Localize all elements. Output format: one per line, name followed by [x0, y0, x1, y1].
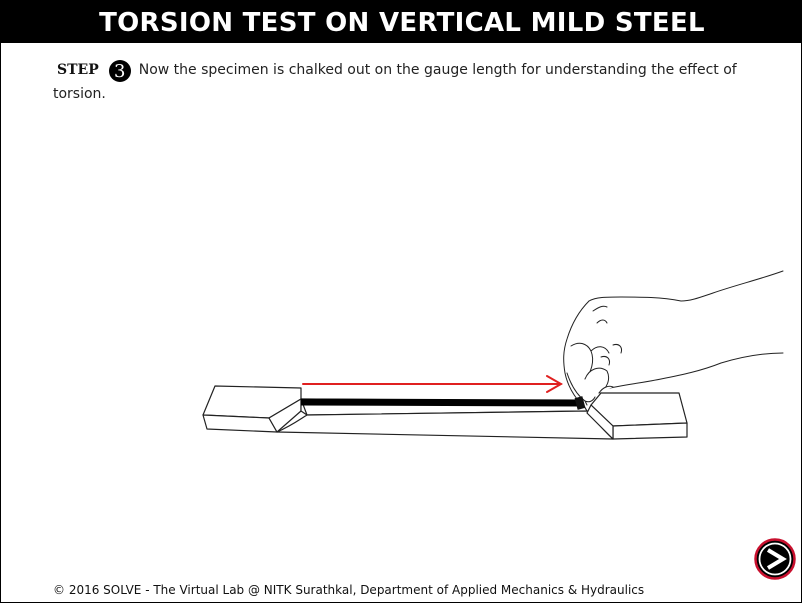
direction-arrow: [302, 375, 564, 393]
specimen: [202, 385, 688, 440]
step-number-badge: 3: [108, 59, 131, 82]
footer-copyright: © 2016 SOLVE - The Virtual Lab @ NITK Su…: [53, 583, 645, 597]
step-label: STEP: [57, 62, 99, 78]
chalk-piece: [574, 396, 586, 410]
chalk-line: [300, 398, 584, 407]
hand-holding-chalk: [563, 270, 784, 406]
step-description: Now the specimen is chalked out on the g…: [53, 62, 737, 102]
next-button[interactable]: [754, 538, 796, 580]
next-arrow-icon: [766, 548, 787, 570]
page-title: TORSION TEST ON VERTICAL MILD STEEL: [1, 1, 801, 43]
step-instruction: STEP 3 Now the specimen is chalked out on …: [53, 59, 773, 106]
